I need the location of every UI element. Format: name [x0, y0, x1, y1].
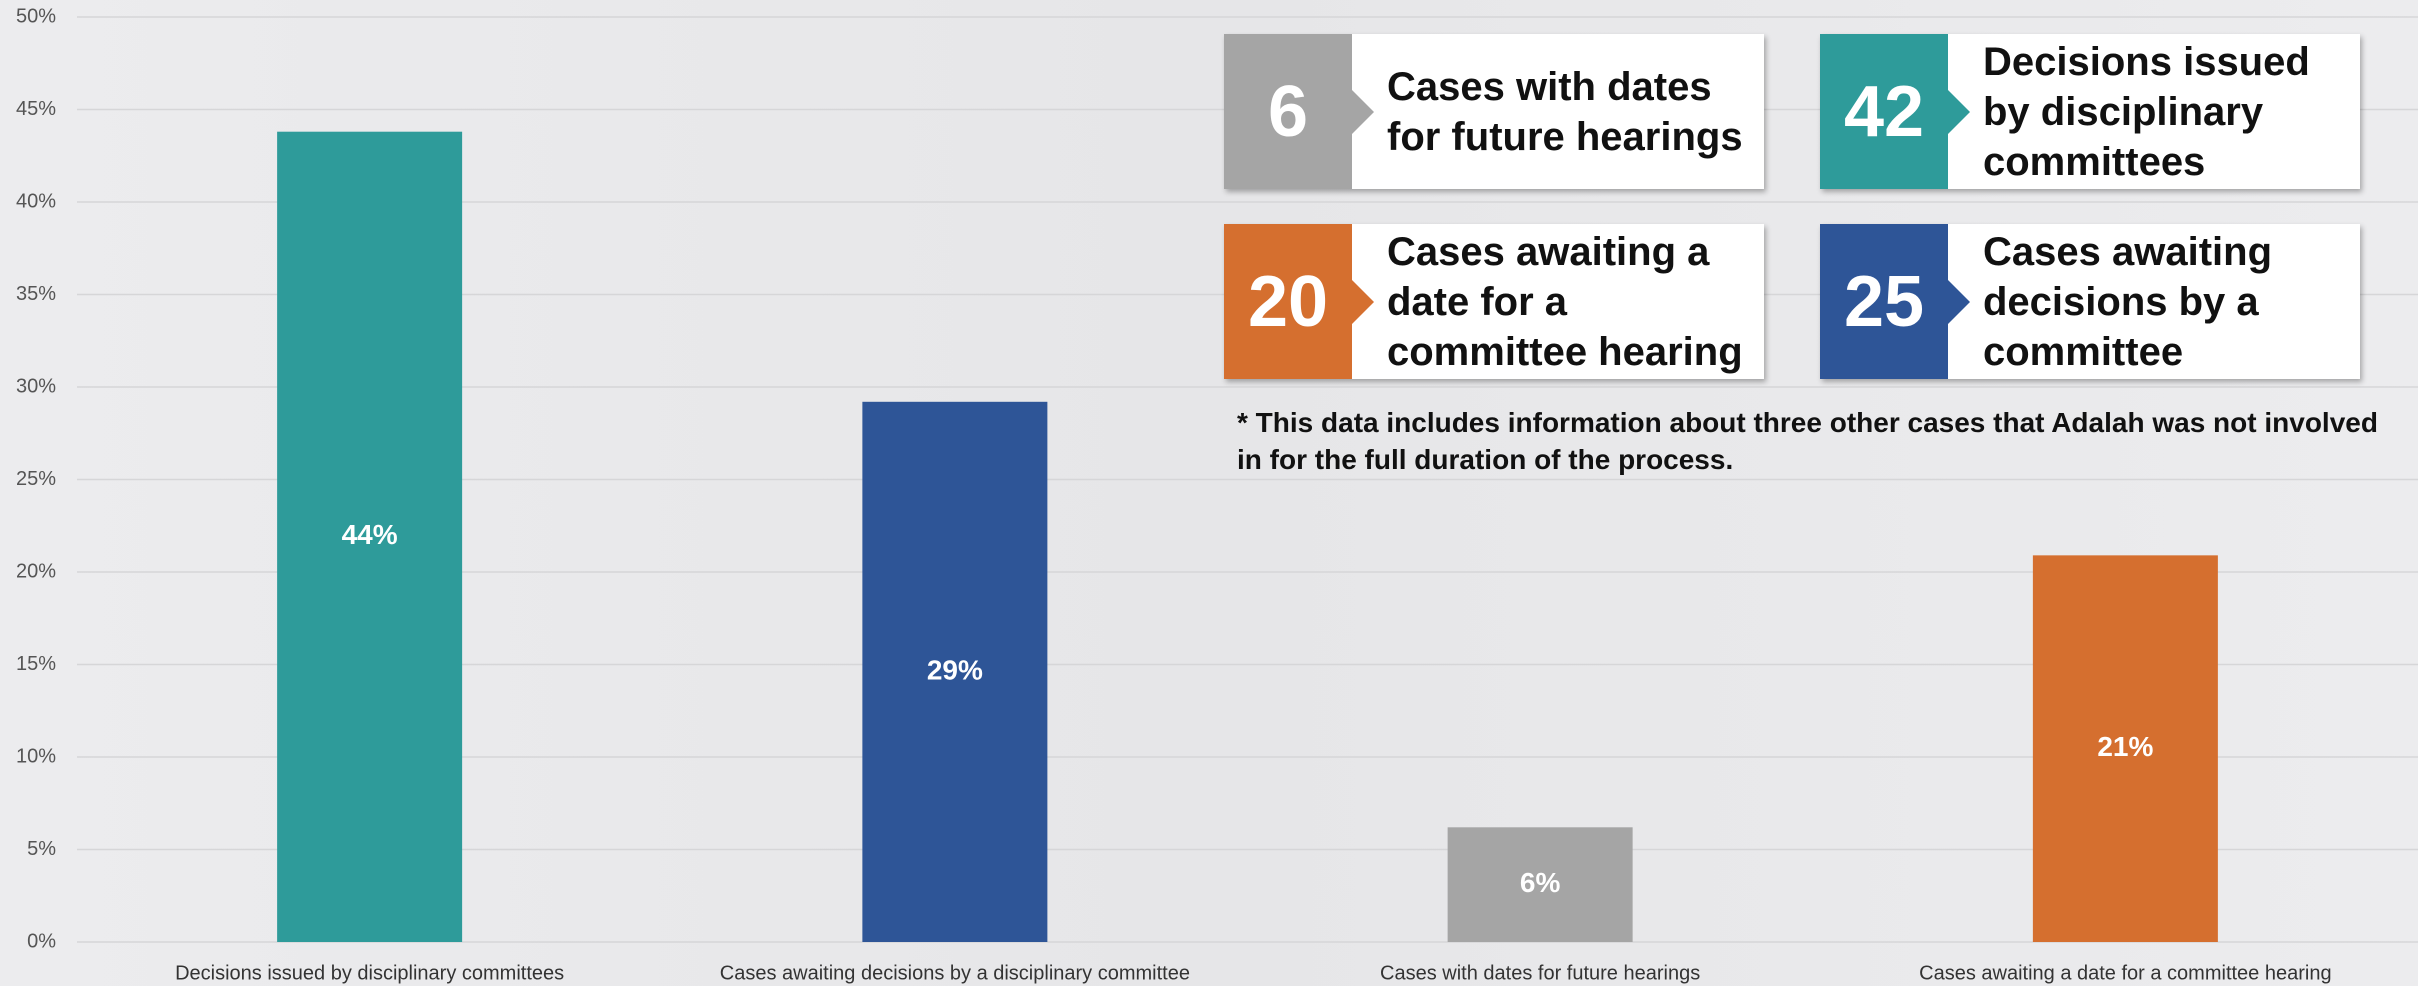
y-tick-label: 10% [16, 745, 56, 767]
y-tick-label: 50% [16, 5, 56, 27]
bar [2032, 555, 2218, 942]
stat-card: 20 Cases awaiting a date for a committee … [1224, 224, 1764, 379]
card-text: Decisions issued by disciplinary committ… [1983, 39, 2310, 184]
card-number: 25 [1820, 224, 1970, 379]
y-tick-label: 40% [16, 190, 56, 212]
card-text: Cases awaiting decisions by a committee [1983, 229, 2273, 374]
y-tick-label: 0% [27, 930, 56, 952]
y-tick-label: 35% [16, 283, 56, 305]
card-number: 20 [1224, 224, 1374, 379]
x-tick-label: Cases with dates for future hearings [1380, 962, 1700, 984]
y-tick-label: 5% [27, 838, 56, 860]
y-tick-label: 45% [16, 98, 56, 120]
stat-card: 6 Cases with dates for future hearings [1224, 34, 1764, 189]
y-tick-label: 25% [16, 468, 56, 490]
value-label: 44% [342, 519, 398, 550]
footnote: * This data includes information about t… [1237, 407, 2378, 475]
card-number: 6 [1224, 34, 1374, 189]
value-label: 21% [2097, 731, 2153, 762]
bar [1447, 827, 1633, 942]
value-label: 29% [927, 654, 983, 685]
value-label: 6% [1520, 867, 1561, 898]
x-tick-label: Cases awaiting decisions by a disciplina… [720, 962, 1190, 984]
bar [862, 401, 1048, 942]
stat-card: 25 Cases awaiting decisions by a committe… [1820, 224, 2360, 379]
card-text: Cases awaiting a date for a committee he… [1387, 229, 1743, 374]
y-tick-label: 30% [16, 375, 56, 397]
card-number: 42 [1820, 34, 1970, 189]
card-text: Cases with dates for future hearings [1387, 64, 1743, 159]
y-tick-label: 15% [16, 653, 56, 675]
y-tick-label: 20% [16, 560, 56, 582]
stat-card: 42 Decisions issued by disciplinary commi… [1820, 34, 2360, 189]
x-tick-label: Decisions issued by disciplinary committ… [175, 962, 564, 984]
bar [277, 131, 463, 942]
x-tick-label: Cases awaiting a date for a committee he… [1919, 962, 2331, 984]
